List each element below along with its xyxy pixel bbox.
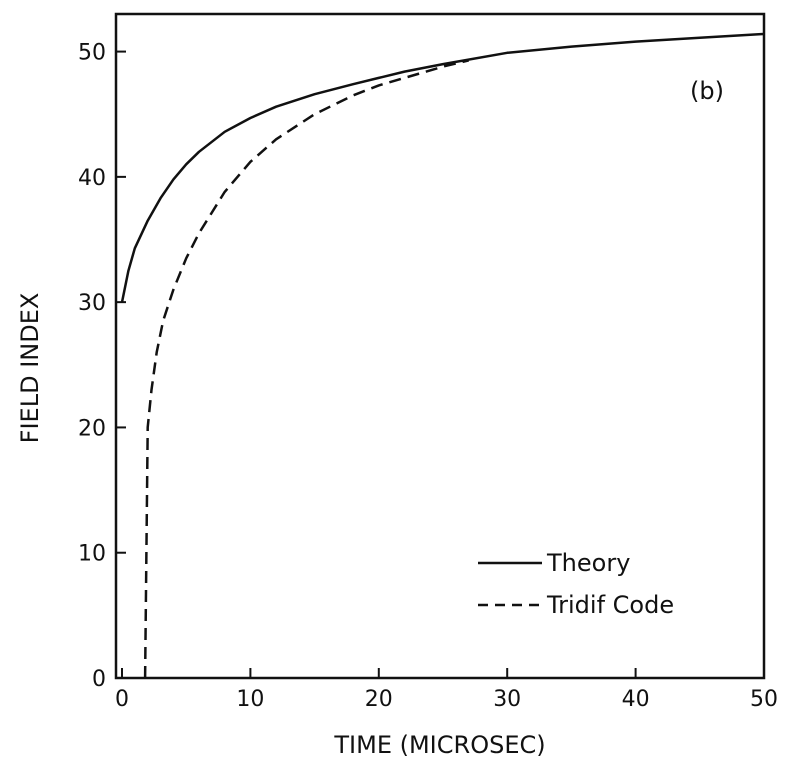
x-tick-label: 0 <box>115 687 129 712</box>
plot-frame <box>114 12 766 680</box>
x-tick-label: 20 <box>365 687 393 712</box>
y-tick-label: 0 <box>92 667 106 692</box>
series-lines <box>120 32 765 679</box>
y-axis-title: FIELD INDEX <box>16 293 44 444</box>
series-line-tridif-code <box>143 59 469 679</box>
legend-label-tridif: Tridif Code <box>546 591 674 619</box>
x-tick-label: 50 <box>750 687 778 712</box>
y-tick-label: 40 <box>78 166 106 191</box>
x-tick-label: 30 <box>493 687 521 712</box>
x-axis-title: TIME (MICROSEC) <box>333 731 545 759</box>
legend: Theory Tridif Code <box>478 549 674 619</box>
y-tick-label: 50 <box>78 41 106 66</box>
y-tick-label: 30 <box>78 291 106 316</box>
x-tick-label: 40 <box>622 687 650 712</box>
panel-label: (b) <box>690 77 724 105</box>
series-line-theory <box>120 32 765 303</box>
legend-label-theory: Theory <box>546 549 630 577</box>
tick-labels: 0 10 20 30 40 50 0 10 20 30 40 50 <box>78 41 778 712</box>
y-tick-label: 10 <box>78 542 106 567</box>
y-tick-label: 20 <box>78 416 106 441</box>
x-tick-label: 10 <box>236 687 264 712</box>
ticks <box>116 50 765 679</box>
